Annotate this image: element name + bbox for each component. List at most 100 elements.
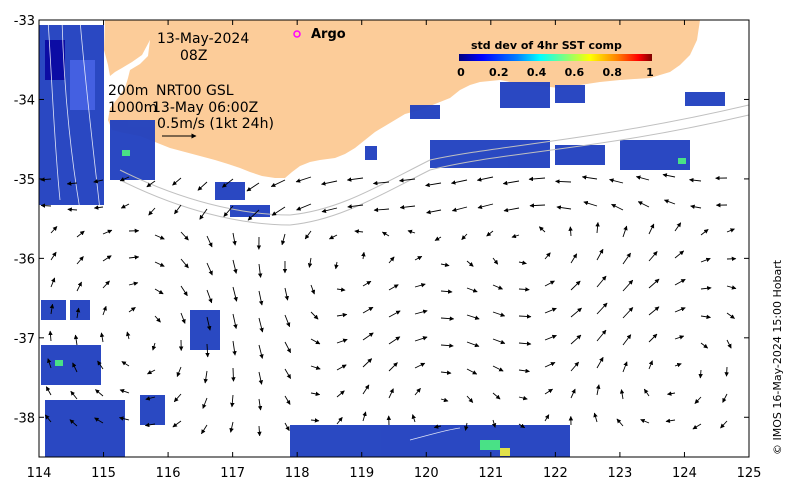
- current-vector: [544, 362, 556, 368]
- current-vector: [622, 361, 628, 373]
- current-vector: [433, 424, 442, 429]
- current-vector: [518, 395, 528, 401]
- current-vector: [622, 307, 634, 319]
- current-vector: [477, 203, 494, 210]
- current-vector: [69, 419, 78, 427]
- current-vector: [296, 203, 312, 211]
- current-vector: [648, 223, 655, 235]
- current-vector: [529, 203, 546, 208]
- current-vector: [648, 306, 660, 316]
- current-vector: [145, 396, 156, 401]
- current-vector: [538, 226, 546, 233]
- current-vector: [622, 252, 631, 265]
- current-vector: [700, 229, 709, 236]
- current-vector: [232, 259, 238, 274]
- current-vector: [202, 397, 208, 409]
- current-vector: [722, 393, 728, 403]
- current-vector: [640, 418, 650, 424]
- current-vector: [440, 370, 452, 375]
- current-vector: [336, 312, 348, 318]
- current-vector: [271, 206, 286, 216]
- current-vector: [663, 199, 676, 205]
- map-frame: [38, 19, 750, 458]
- x-tick-label: 119: [349, 466, 374, 481]
- current-vector: [407, 229, 416, 235]
- x-tick-label: 124: [672, 466, 697, 481]
- current-vector: [665, 418, 676, 424]
- current-vector: [119, 389, 130, 394]
- current-vector: [50, 251, 57, 261]
- current-vector: [583, 200, 598, 207]
- current-vector: [381, 231, 390, 237]
- x-tick-label: 118: [285, 466, 310, 481]
- current-vector: [492, 284, 503, 290]
- current-vector: [347, 204, 364, 209]
- time-label: 08Z: [180, 48, 207, 64]
- current-vector: [411, 414, 416, 423]
- date-label: 13-May-2024: [157, 31, 249, 47]
- current-vector: [570, 388, 576, 399]
- current-vector: [466, 287, 478, 293]
- current-vector: [694, 396, 702, 404]
- current-vector: [70, 390, 78, 400]
- current-vector: [518, 368, 530, 374]
- current-vector: [72, 362, 78, 373]
- current-vector: [622, 334, 632, 346]
- current-vector: [154, 288, 164, 295]
- current-vector: [674, 335, 685, 340]
- current-vector: [388, 336, 401, 345]
- current-vector: [154, 261, 165, 267]
- colorbar-tick-label: 1: [646, 66, 654, 79]
- land-cape: [104, 20, 150, 76]
- current-vector: [199, 208, 208, 220]
- current-vector: [726, 285, 737, 290]
- current-vector: [94, 417, 104, 424]
- current-vector: [528, 176, 546, 182]
- current-vector: [690, 204, 702, 209]
- current-vector: [310, 418, 320, 423]
- current-vector: [73, 334, 79, 346]
- current-vector: [674, 250, 685, 259]
- current-vector: [518, 260, 527, 265]
- current-vector: [544, 388, 553, 395]
- current-vector: [321, 207, 338, 213]
- current-vector: [346, 177, 364, 182]
- current-vector: [221, 178, 234, 188]
- current-vector: [121, 361, 130, 367]
- current-vector: [700, 314, 711, 320]
- current-vector: [692, 423, 702, 430]
- current-vector: [147, 369, 156, 375]
- current-vector: [451, 206, 468, 212]
- current-vector: [596, 329, 607, 342]
- current-vector: [570, 253, 578, 264]
- y-tick-label: -38: [14, 411, 35, 426]
- current-vector: [118, 416, 130, 421]
- current-vector: [544, 307, 557, 314]
- y-tick-label: -36: [14, 252, 35, 267]
- current-vector: [93, 178, 104, 184]
- current-vector: [388, 310, 401, 318]
- current-vector: [307, 257, 313, 268]
- x-tick-label: 122: [543, 466, 568, 481]
- current-vector: [284, 287, 289, 301]
- current-vector: [689, 177, 702, 183]
- colorbar-tick-label: 0.4: [527, 66, 547, 79]
- current-vector: [76, 256, 84, 265]
- current-vector: [399, 178, 416, 183]
- current-vector: [674, 362, 682, 368]
- current-vector: [635, 175, 650, 181]
- current-vector: [461, 233, 468, 240]
- current-vector: [128, 307, 136, 313]
- y-axis: -33 -34 -35 -36 -37 -38: [14, 14, 749, 426]
- current-vector: [128, 255, 140, 260]
- current-vector: [203, 370, 208, 384]
- current-vector: [102, 229, 113, 235]
- current-vector: [354, 229, 364, 234]
- current-vector: [258, 290, 264, 306]
- current-vector: [284, 341, 291, 354]
- current-vector: [334, 261, 339, 270]
- current-vector: [648, 360, 653, 370]
- current-vector: [643, 388, 650, 397]
- current-vector: [180, 312, 186, 324]
